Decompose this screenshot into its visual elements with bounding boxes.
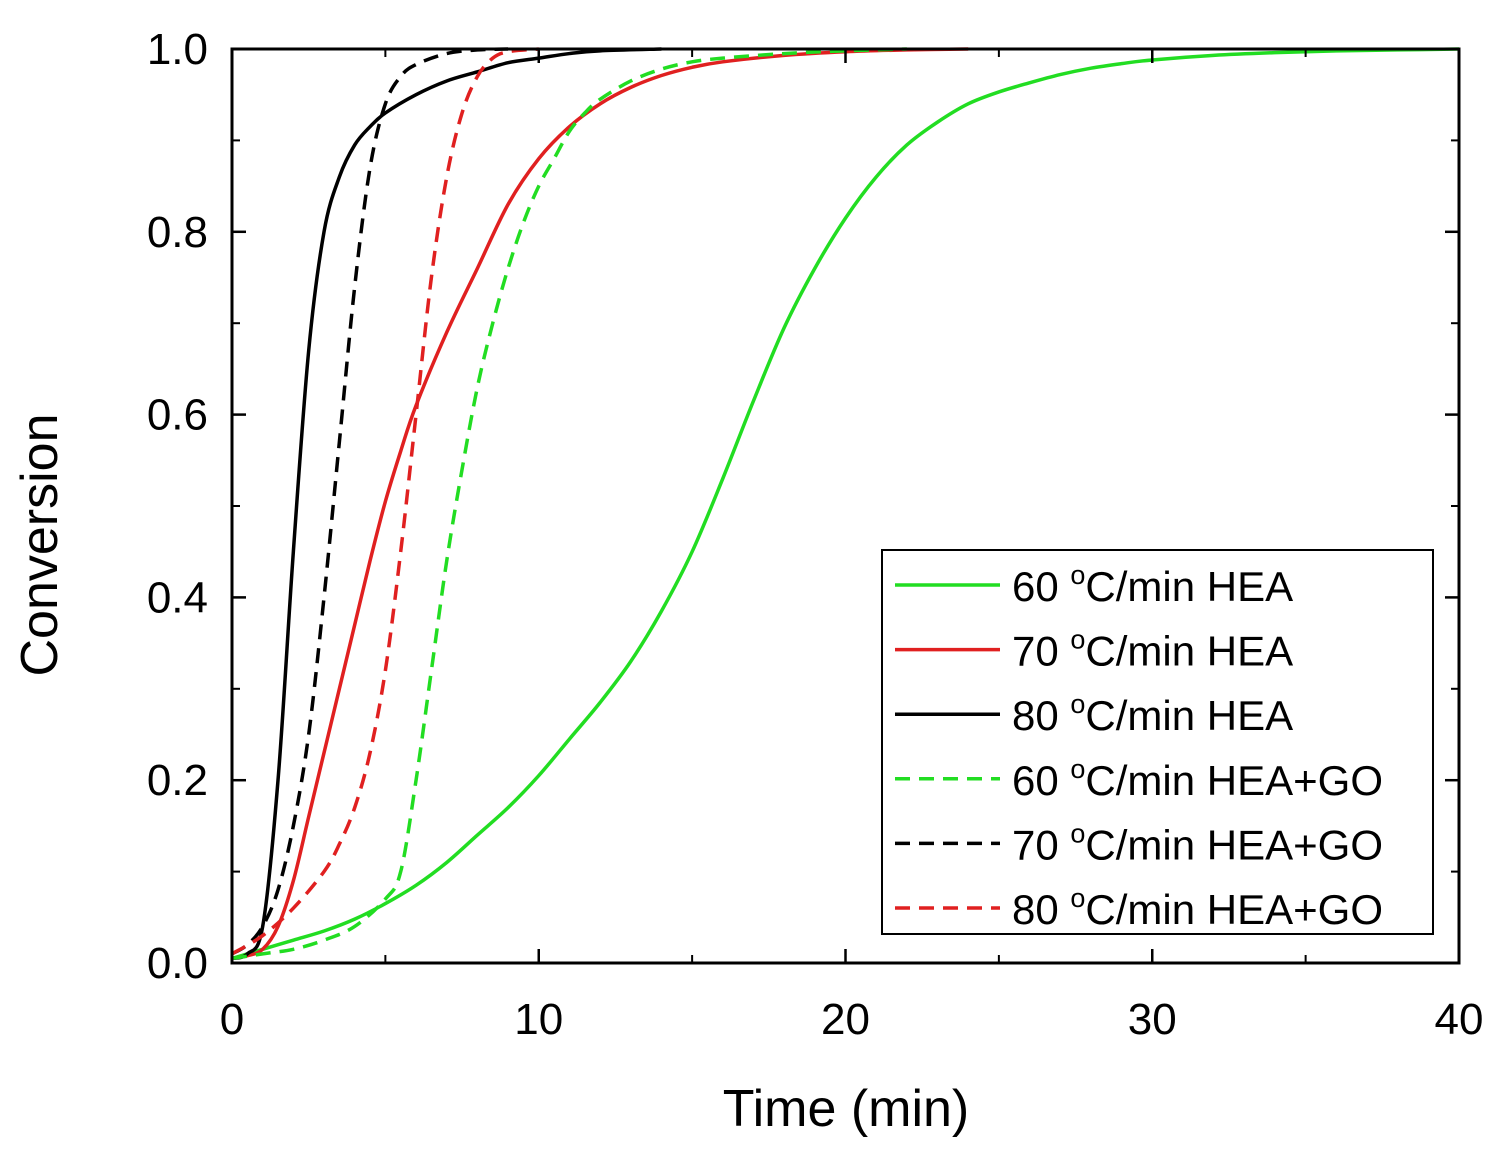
legend-label-number: 80 — [1012, 886, 1070, 933]
legend-label-number: 60 — [1012, 563, 1070, 610]
series-layer — [232, 47, 1459, 961]
legend-label-unit: C/min HEA — [1085, 692, 1293, 739]
legend-label-number: 70 — [1012, 628, 1070, 675]
series-line-60-c-min-hea — [232, 47, 1459, 961]
y-tick-label: 0.2 — [147, 756, 208, 805]
legend-label-number: 60 — [1012, 757, 1070, 804]
x-axis-title: Time (min) — [723, 1080, 970, 1138]
y-tick-label: 0.6 — [147, 391, 208, 440]
legend-label-number: 70 — [1012, 821, 1070, 868]
series-line-60-c-min-hea-plus-go — [232, 47, 907, 961]
legend-label-60-c-min-hea-plus-go: 60 oC/min HEA+GO — [1012, 754, 1383, 804]
legend-label-degree-sign: o — [1070, 883, 1085, 913]
y-tick-label: 0.0 — [147, 939, 208, 988]
legend-label-degree-sign: o — [1070, 818, 1085, 848]
legend-label-degree-sign: o — [1070, 625, 1085, 655]
series-line-70-c-min-hea — [232, 47, 969, 961]
legend-label-degree-sign: o — [1070, 560, 1085, 590]
legend-label-unit: C/min HEA — [1085, 628, 1293, 675]
legend-label-unit: C/min HEA+GO — [1085, 821, 1383, 868]
y-tick-label: 1.0 — [147, 25, 208, 74]
legend-label-degree-sign: o — [1070, 689, 1085, 719]
legend-label-unit: C/min HEA — [1085, 563, 1293, 610]
y-tick-label: 0.8 — [147, 208, 208, 257]
series-line-80-c-min-hea-plus-go — [232, 47, 539, 956]
legend-box — [881, 549, 1434, 935]
legend-label-80-c-min-hea-plus-go: 80 oC/min HEA+GO — [1012, 883, 1383, 933]
x-tick-label: 0 — [220, 995, 244, 1044]
axes-layer: 0 10 20 30 40 0.0 0.2 0.4 0.6 0.8 1.0 Time (min) Con… — [11, 25, 1483, 1138]
legend-label-70-c-min-hea: 70 oC/min HEA — [1012, 625, 1293, 675]
legend-label-degree-sign: o — [1070, 754, 1085, 784]
legend-label-number: 80 — [1012, 692, 1070, 739]
x-tick-label: 40 — [1435, 995, 1484, 1044]
x-tick-label: 20 — [821, 995, 870, 1044]
y-tick-label: 0.4 — [147, 573, 208, 622]
legend-label-unit: C/min HEA+GO — [1085, 757, 1383, 804]
legend-label-60-c-min-hea: 60 oC/min HEA — [1012, 560, 1293, 610]
series-line-70-c-min-hea-plus-go — [232, 47, 509, 956]
x-tick-label: 30 — [1128, 995, 1177, 1044]
series-line-80-c-min-hea — [232, 47, 662, 961]
legend-label-unit: C/min HEA+GO — [1085, 886, 1383, 933]
legend-label-70-c-min-hea-plus-go: 70 oC/min HEA+GO — [1012, 818, 1383, 868]
x-tick-label: 10 — [514, 995, 563, 1044]
legend-label-80-c-min-hea: 80 oC/min HEA — [1012, 689, 1293, 739]
y-axis-title: Conversion — [11, 413, 69, 676]
